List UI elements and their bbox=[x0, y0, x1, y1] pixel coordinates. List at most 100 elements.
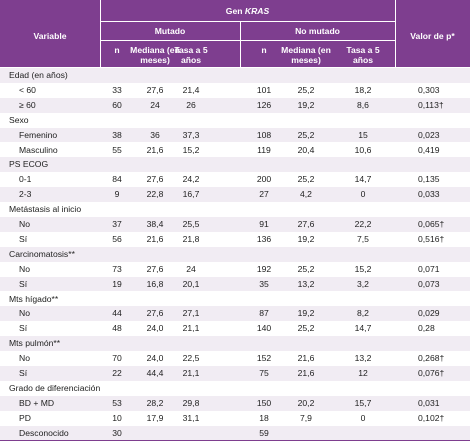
cell: 24,2 bbox=[182, 174, 200, 185]
cell-p: 0,135 bbox=[418, 174, 440, 185]
cell: 200 bbox=[256, 174, 272, 185]
row-background bbox=[0, 306, 470, 322]
cell: 21,4 bbox=[182, 84, 200, 95]
cell: 12 bbox=[358, 368, 368, 378]
row-background bbox=[0, 351, 470, 366]
header-rule bbox=[240, 21, 241, 67]
header-gene-name: KRAS bbox=[244, 6, 270, 16]
cell: 48 bbox=[112, 323, 122, 334]
group-label: Edad (en años) bbox=[9, 70, 68, 80]
cell-p: 0,031 bbox=[418, 397, 440, 408]
row-background bbox=[0, 425, 470, 441]
cell: 27 bbox=[259, 189, 269, 200]
row-background bbox=[0, 410, 470, 426]
column-header: n bbox=[114, 45, 120, 55]
cell: 4,2 bbox=[300, 189, 312, 200]
cell: 10 bbox=[112, 412, 122, 423]
cell: 60 bbox=[112, 99, 122, 110]
header-background bbox=[0, 0, 470, 67]
cell: 17,9 bbox=[146, 412, 164, 423]
cell: 35 bbox=[259, 278, 269, 289]
row-background bbox=[0, 127, 470, 143]
cell: 53 bbox=[112, 397, 122, 408]
cell: 150 bbox=[256, 397, 272, 408]
cell: 59 bbox=[259, 427, 269, 438]
header-rule bbox=[100, 0, 101, 67]
cell: 13,2 bbox=[354, 353, 372, 364]
row-background bbox=[0, 336, 470, 352]
row-label: No bbox=[19, 308, 30, 319]
row-background bbox=[0, 68, 470, 83]
cell: 21,1 bbox=[182, 323, 200, 334]
cell: 25,5 bbox=[182, 219, 200, 229]
cell: 13,2 bbox=[297, 278, 315, 289]
row-label: Sí bbox=[19, 278, 28, 289]
row-background bbox=[0, 202, 470, 217]
cell: 14,7 bbox=[354, 323, 372, 334]
header-gen: Gen bbox=[225, 6, 243, 16]
cell: 29,8 bbox=[182, 397, 200, 408]
cell: 152 bbox=[256, 353, 272, 364]
cell: 26 bbox=[186, 99, 196, 110]
column-header: Tasa a 5 años bbox=[346, 45, 380, 65]
cell: 18 bbox=[259, 412, 269, 423]
cell: 25,2 bbox=[297, 263, 315, 274]
cell: 21,8 bbox=[182, 233, 200, 244]
row-label: Femenino bbox=[19, 129, 58, 140]
cell: 8,2 bbox=[357, 308, 369, 319]
cell: 28,2 bbox=[146, 397, 164, 408]
cell-p: 0,303 bbox=[418, 84, 440, 95]
cell: 19 bbox=[112, 278, 122, 289]
cell: 73 bbox=[112, 263, 122, 274]
cell: 27,6 bbox=[297, 219, 315, 229]
row-label: No bbox=[19, 353, 30, 364]
row-background bbox=[0, 142, 470, 158]
header-rule bbox=[100, 21, 395, 22]
row-label: Sí bbox=[19, 368, 28, 378]
cell: 16,8 bbox=[146, 278, 164, 289]
cell: 136 bbox=[256, 233, 272, 244]
row-label: < 60 bbox=[19, 84, 36, 95]
cell: 27,6 bbox=[146, 263, 164, 274]
row-background bbox=[0, 380, 470, 396]
cell: 108 bbox=[256, 129, 272, 140]
row-label: No bbox=[19, 219, 30, 229]
cell-p: 0,516† bbox=[418, 233, 445, 244]
cell: 31,1 bbox=[182, 412, 200, 423]
cell: 33 bbox=[112, 84, 122, 95]
row-label: PD bbox=[19, 412, 31, 423]
cell-p: 0,113† bbox=[418, 99, 444, 110]
row-label: ≥ 60 bbox=[19, 99, 36, 110]
cell: 3,2 bbox=[357, 278, 369, 289]
cell: 16,7 bbox=[182, 189, 200, 200]
cell: 37,3 bbox=[182, 129, 200, 140]
cell: 37 bbox=[112, 219, 122, 229]
row-background bbox=[0, 246, 470, 262]
cell: 21,6 bbox=[297, 368, 315, 378]
row-label: No bbox=[19, 263, 30, 274]
cell: 22,8 bbox=[146, 189, 164, 200]
cell: 91 bbox=[259, 219, 269, 229]
cell: 44,4 bbox=[146, 368, 164, 378]
row-background bbox=[0, 395, 470, 411]
row-background bbox=[0, 157, 470, 173]
cell-p: 0,102† bbox=[418, 412, 445, 423]
cell: 19,2 bbox=[297, 308, 315, 319]
cell: 15,7 bbox=[354, 397, 372, 408]
row-label: Masculino bbox=[19, 144, 58, 155]
header-gene: Gen KRAS bbox=[100, 6, 395, 16]
column-header: Tasa a 5 años bbox=[174, 45, 208, 65]
column-header: Mediana (en meses) bbox=[281, 45, 331, 65]
cell: 14,7 bbox=[354, 174, 372, 185]
header-p: Valor de p* bbox=[410, 31, 455, 41]
cell-p: 0,071 bbox=[418, 263, 440, 274]
cell: 25,2 bbox=[297, 174, 315, 185]
cell: 192 bbox=[256, 263, 272, 274]
cell: 87 bbox=[259, 308, 269, 319]
cell: 15 bbox=[358, 129, 368, 140]
cell: 22,5 bbox=[182, 353, 200, 364]
group-label: Metástasis al inicio bbox=[9, 204, 82, 215]
cell: 21,6 bbox=[146, 233, 164, 244]
cell-p: 0,023 bbox=[418, 129, 440, 140]
